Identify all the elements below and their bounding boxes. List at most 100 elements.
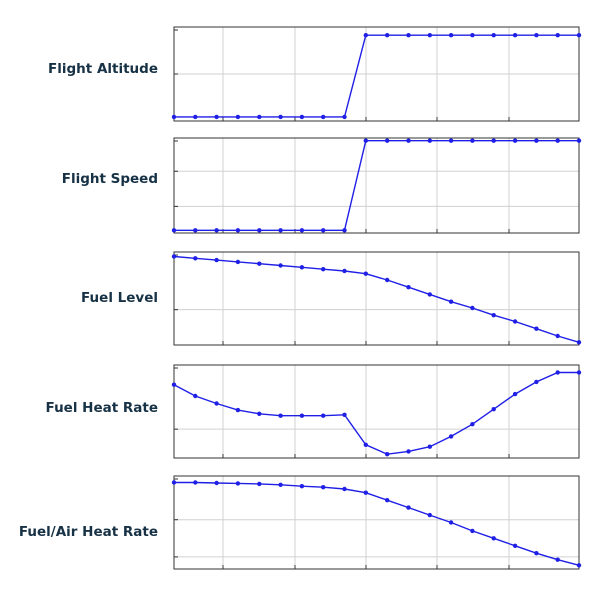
data-point (171, 382, 177, 387)
data-point (555, 138, 560, 143)
data-point (427, 292, 432, 297)
data-point (299, 114, 305, 120)
data-point (193, 256, 198, 261)
data-point (534, 551, 539, 556)
panel-label: Flight Speed (61, 171, 158, 187)
panel-label: Flight Altitude (48, 61, 158, 77)
data-point (406, 33, 411, 38)
data-point (491, 313, 496, 318)
data-point (491, 407, 496, 412)
data-point (491, 536, 496, 541)
data-point (427, 138, 432, 143)
data-point (235, 228, 241, 233)
data-point (448, 33, 454, 38)
data-point (427, 512, 432, 518)
plot-frame (173, 251, 580, 346)
data-point (214, 228, 219, 233)
data-point (214, 480, 219, 486)
plot-area (174, 252, 579, 345)
data-point (193, 114, 198, 120)
data-point (171, 228, 177, 233)
data-point (257, 481, 262, 487)
data-point (470, 138, 475, 143)
plot-frame (173, 26, 580, 122)
data-point (299, 228, 305, 233)
panel-label: Fuel Level (81, 290, 158, 306)
data-point (512, 391, 518, 397)
plot-area (174, 476, 579, 569)
data-point (342, 486, 347, 492)
series-line (174, 34, 579, 118)
data-point (385, 277, 390, 283)
data-point (534, 138, 539, 143)
plot-frame (173, 475, 580, 570)
data-point (363, 271, 368, 276)
data-point (171, 480, 177, 485)
series-line (173, 371, 579, 455)
data-point (576, 33, 582, 38)
data-point (171, 254, 177, 259)
data-point (406, 449, 411, 454)
data-point (576, 340, 582, 345)
data-point (257, 261, 262, 266)
series-line (174, 481, 580, 566)
data-point (512, 138, 518, 143)
data-point (363, 138, 368, 143)
plot-frame (173, 364, 580, 459)
data-point (385, 498, 390, 503)
data-point (448, 434, 454, 439)
data-point (385, 452, 390, 457)
data-point (491, 33, 496, 38)
data-point (193, 393, 198, 399)
data-point (555, 370, 560, 375)
series-line (174, 139, 579, 232)
data-point (385, 138, 390, 143)
chart-panel-1 (171, 26, 582, 122)
plot-area (174, 138, 579, 233)
data-point (235, 407, 241, 413)
data-point (534, 379, 539, 385)
data-point (363, 490, 368, 495)
data-point (342, 268, 347, 274)
data-point (342, 412, 347, 417)
data-point (470, 33, 475, 38)
data-point (321, 413, 326, 418)
data-point (214, 257, 219, 263)
data-point (321, 267, 326, 272)
data-point (235, 259, 241, 265)
data-point (321, 228, 326, 233)
data-point (448, 299, 454, 304)
data-point (214, 114, 219, 120)
data-point (299, 484, 305, 489)
data-point (555, 33, 560, 38)
panel-label: Fuel Heat Rate (45, 400, 158, 416)
data-point (576, 370, 582, 375)
data-point (235, 114, 241, 120)
data-point (299, 413, 305, 418)
data-point (534, 33, 539, 38)
data-point (342, 114, 347, 120)
data-point (257, 228, 262, 233)
data-point (448, 520, 454, 525)
data-point (193, 480, 198, 485)
data-point (470, 528, 475, 534)
data-point (235, 481, 241, 486)
data-point (534, 326, 539, 331)
data-point (321, 114, 326, 120)
data-point (448, 138, 454, 143)
data-point (278, 413, 283, 418)
data-point (470, 422, 475, 427)
data-point (278, 114, 283, 120)
data-point (512, 543, 518, 548)
data-point (555, 333, 560, 339)
data-point (406, 138, 411, 143)
data-point (491, 138, 496, 143)
data-point (257, 114, 262, 120)
data-point (257, 411, 262, 416)
data-point (385, 33, 390, 38)
data-point (576, 563, 582, 568)
data-point (512, 319, 518, 324)
series-line (173, 255, 580, 343)
